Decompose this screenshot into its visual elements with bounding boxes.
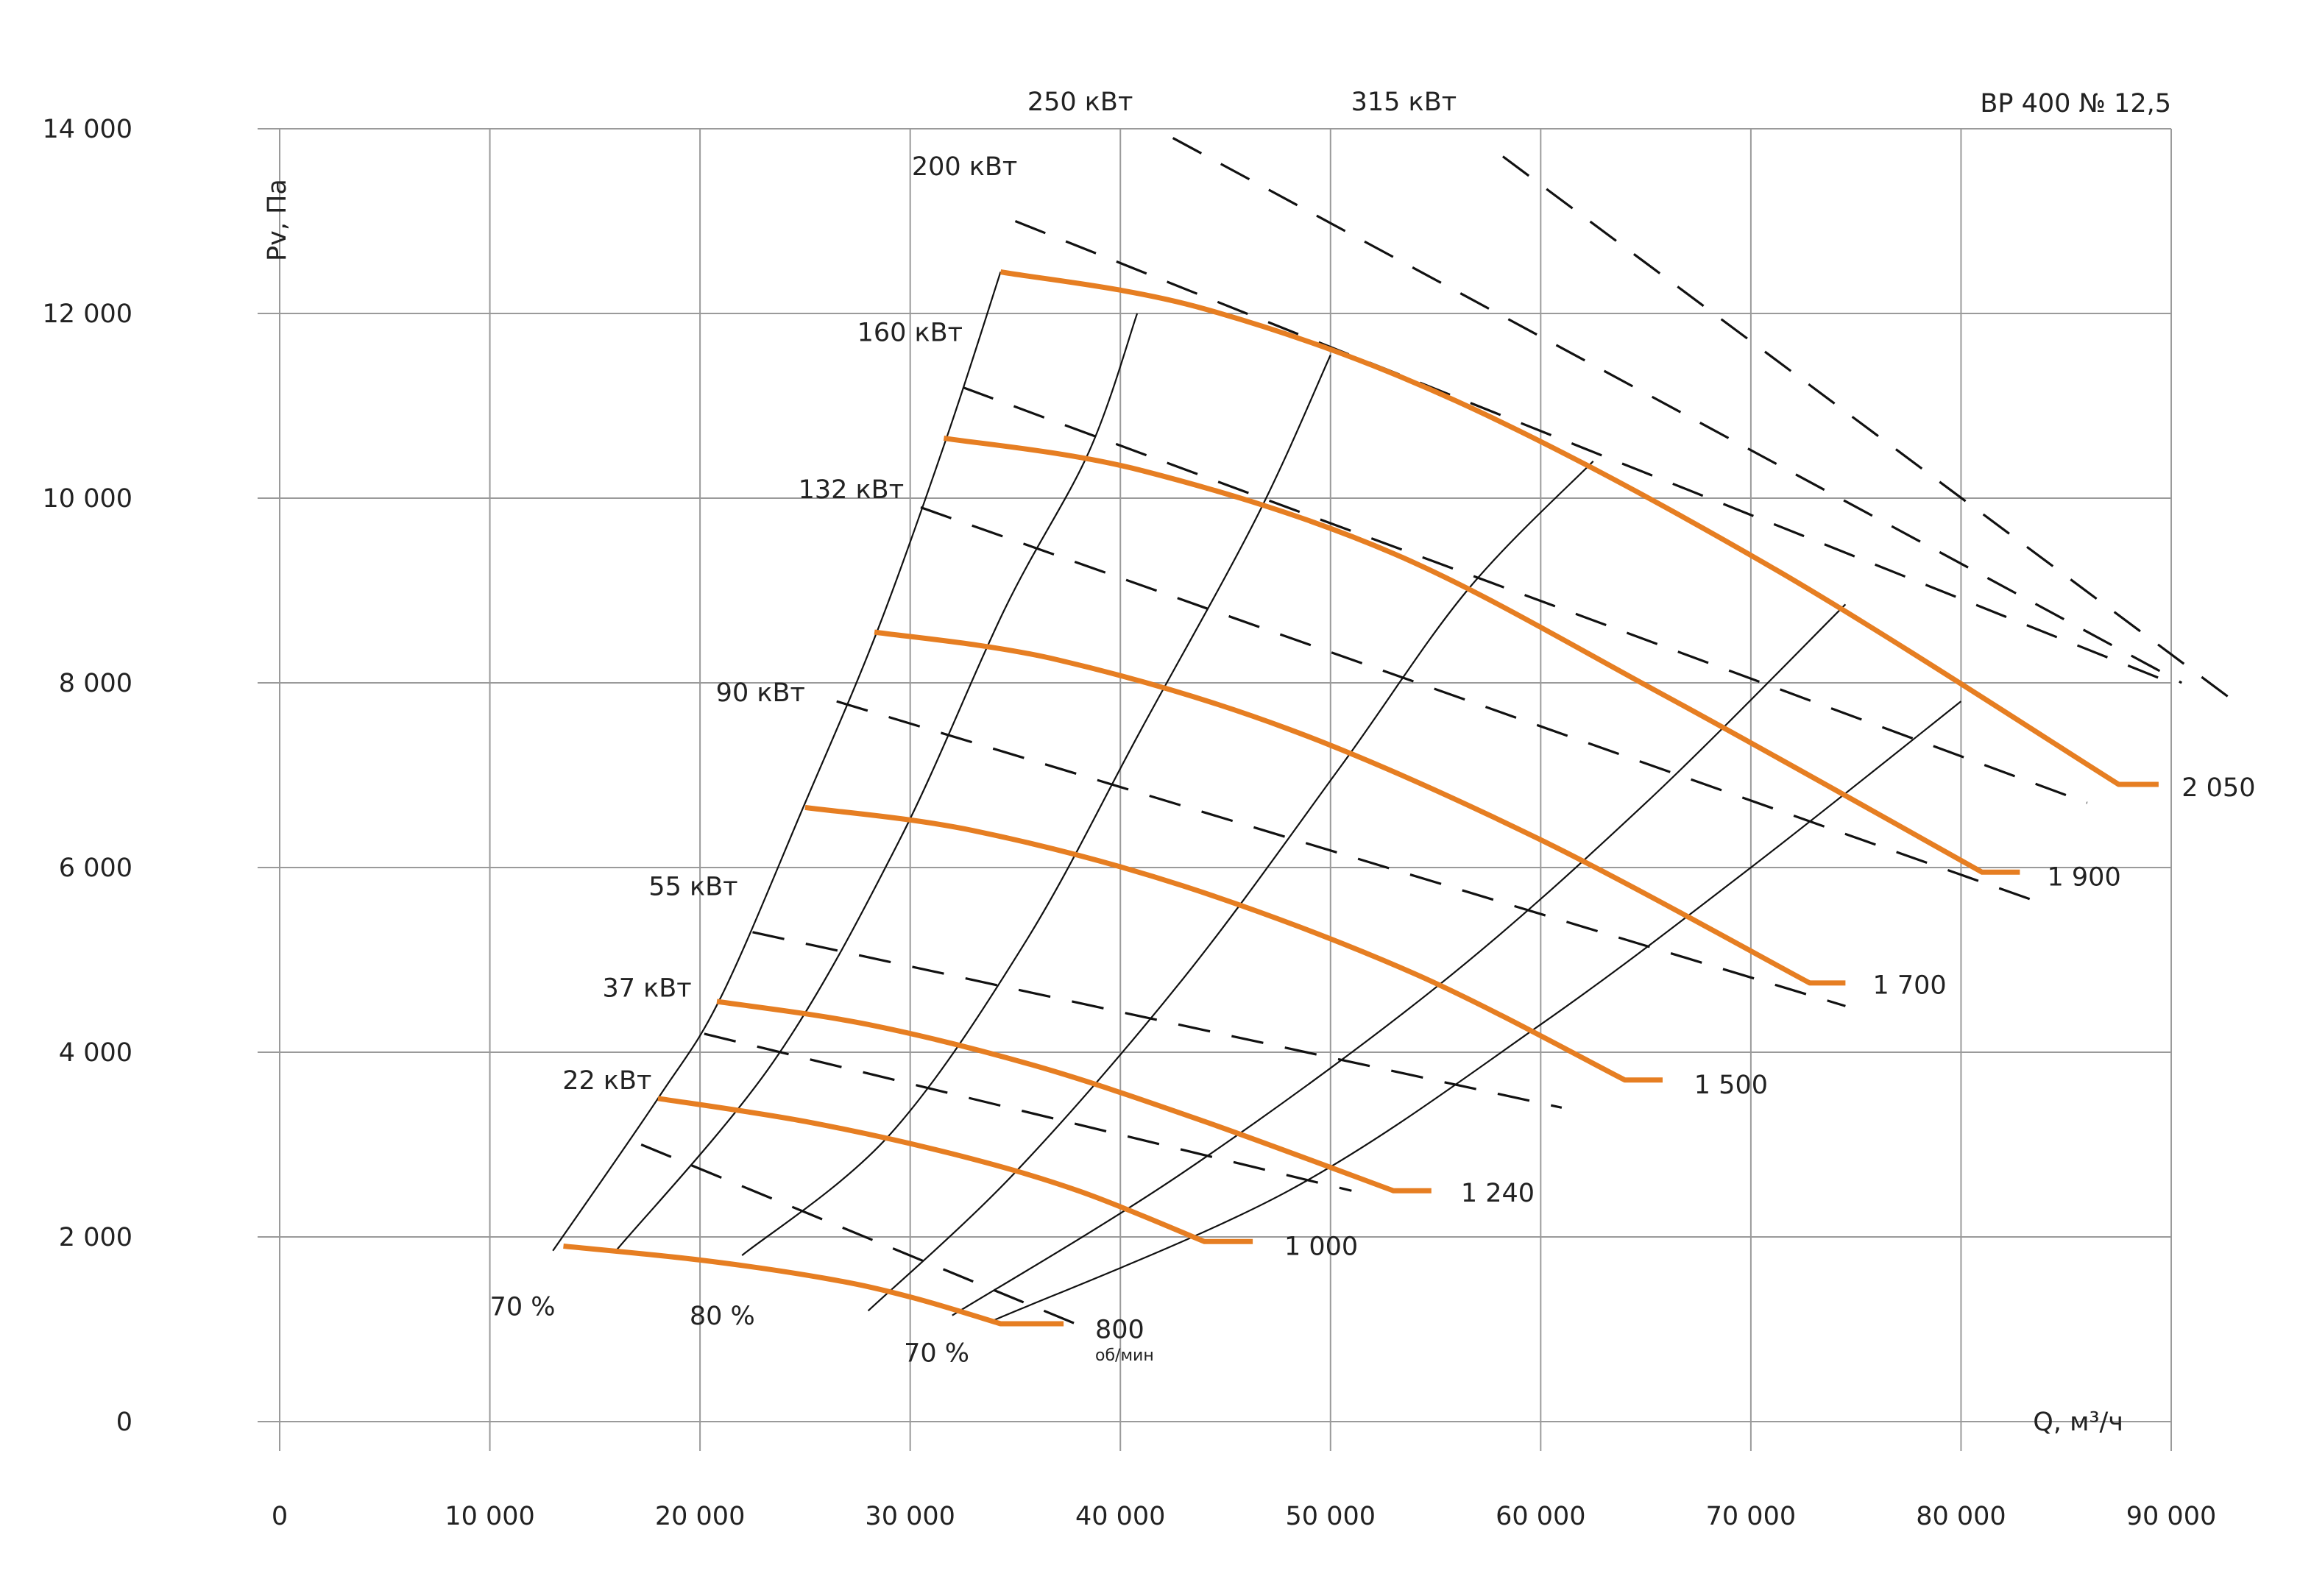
speed-curve [999,269,2159,787]
speed-curves [563,269,2159,1327]
power-lines [640,137,2235,1330]
efficiency-label: 80 % [690,1302,755,1331]
power-line [962,386,2088,804]
power-line-label: 160 кВт [857,319,963,348]
x-tick-label: 40 000 [1075,1502,1165,1531]
x-tick-label: 70 000 [1706,1502,1796,1531]
power-line-label: 315 кВт [1351,88,1457,117]
labels: ВР 400 № 12,5 Q, м³/ч Pv, Па об/мин 0 10 … [43,88,2256,1531]
y-tick-label: 14 000 [43,115,132,144]
speed-curve-label: 1 000 [1284,1233,1358,1262]
x-tick-label: 60 000 [1496,1502,1585,1531]
efficiency-label: 70 % [904,1338,969,1368]
x-tick-label: 50 000 [1286,1502,1376,1531]
speed-curve [943,435,2020,875]
power-line-label: 250 кВт [1027,88,1133,117]
efficiency-curves [552,272,1962,1322]
speed-curve-label: 800 [1095,1316,1144,1345]
x-tick-label: 80 000 [1916,1502,2006,1531]
speed-curve [874,629,1846,986]
speed-curve-label: 1 500 [1694,1071,1768,1100]
speed-curve [563,1244,1064,1327]
efficiency-curve [994,701,1962,1322]
y-tick-label: 2 000 [59,1223,132,1252]
grid [258,128,2172,1451]
x-tick-label: 30 000 [865,1502,955,1531]
efficiency-curve [615,313,1139,1252]
efficiency-curve [952,603,1847,1316]
power-line [920,506,2046,906]
x-tick-label: 90 000 [2126,1502,2216,1531]
power-line [836,700,1846,1007]
power-line-label: 22 кВт [562,1066,651,1096]
speed-curve [716,999,1432,1194]
power-line [1501,155,2235,703]
speed-curve [804,804,1663,1083]
x-tick-label: 20 000 [655,1502,745,1531]
power-line-label: 200 кВт [912,152,1017,182]
power-line [752,931,1563,1109]
power-line-label: 132 кВт [799,475,904,505]
chart-title: ВР 400 № 12,5 [1980,89,2171,118]
x-tick-label: 0 [272,1502,288,1531]
y-tick-label: 12 000 [43,299,132,329]
power-line-label: 37 кВт [602,974,691,1004]
efficiency-curve [741,355,1331,1256]
speed-curve-label: 1 700 [1873,971,1947,1000]
efficiency-curve [552,272,1002,1252]
power-line [640,1143,1089,1330]
efficiency-label: 70 % [490,1293,556,1322]
y-tick-label: 10 000 [43,484,132,514]
efficiency-curve [867,461,1594,1312]
x-tick-label: 10 000 [445,1502,534,1531]
y-axis-label: Pv, Па [263,179,292,261]
y-tick-label: 4 000 [59,1038,132,1068]
x-axis-label: Q, м³/ч [2033,1408,2123,1437]
speed-curve-label: 1 900 [2048,863,2121,893]
power-line [704,1032,1352,1192]
power-line-label: 90 кВт [716,678,805,708]
rpm-unit-label: об/мин [1095,1347,1154,1365]
speed-curve [657,1096,1253,1244]
y-tick-label: 0 [116,1408,132,1437]
power-line-label: 55 кВт [648,873,737,902]
speed-curve-label: 2 050 [2182,773,2255,803]
speed-curve-label: 1 240 [1461,1179,1535,1208]
power-line [1014,220,2172,684]
y-tick-label: 8 000 [59,669,132,698]
y-tick-label: 6 000 [59,854,132,883]
power-line [1172,137,2183,684]
